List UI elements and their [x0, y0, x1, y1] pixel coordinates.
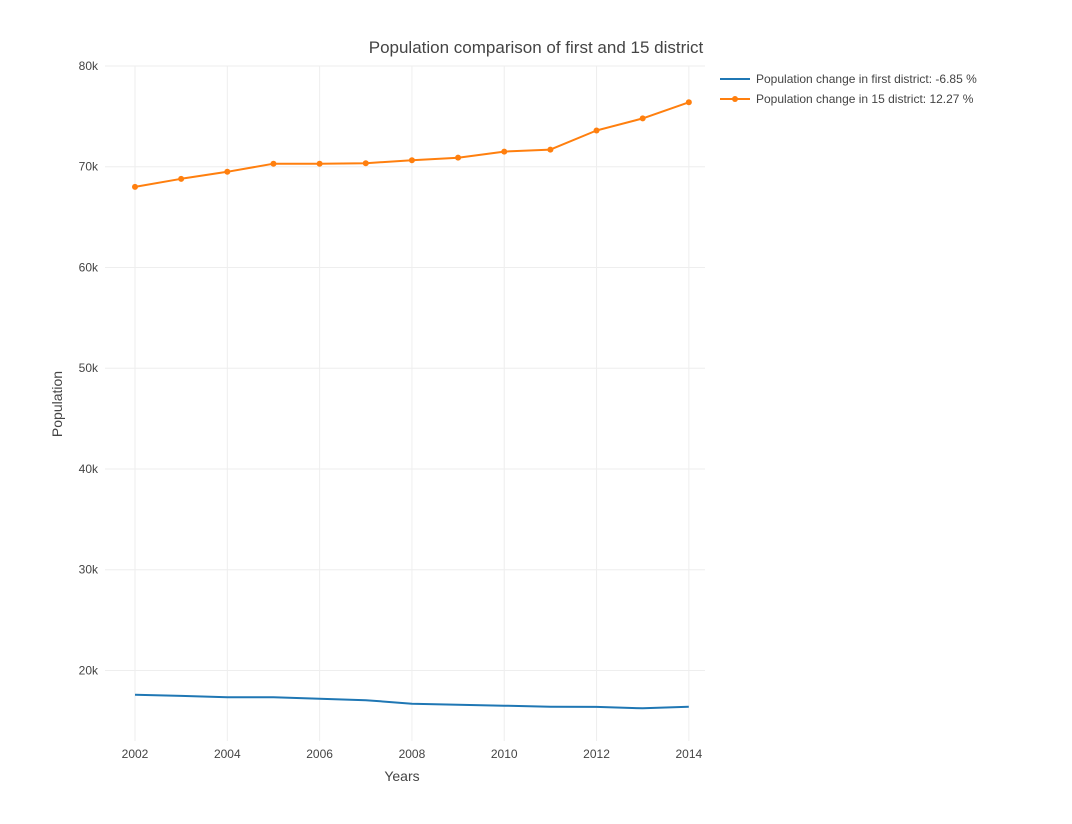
data-point [132, 183, 138, 190]
legend[interactable]: Population change in first district: -6.… [720, 72, 977, 106]
series-line-1 [134, 693, 689, 710]
y-tick-label: 20k [79, 663, 99, 677]
x-axis-title: Years [384, 768, 419, 784]
x-tick-label: 2006 [306, 747, 333, 761]
data-point [178, 175, 185, 182]
data-point [593, 127, 600, 134]
y-tick-label: 70k [79, 160, 99, 174]
gridlines [105, 65, 705, 741]
y-tick-label: 60k [79, 260, 99, 274]
chart-title: Population comparison of first and 15 di… [369, 38, 704, 57]
x-tick-label: 2012 [583, 747, 610, 761]
x-tick-label: 2008 [399, 747, 426, 761]
data-point [362, 160, 369, 167]
legend-item-1[interactable]: Population change in first district: -6.… [720, 72, 977, 86]
x-axis-ticks: 2002 2004 2006 2008 2010 2012 2014 [122, 747, 703, 761]
data-point [547, 146, 554, 153]
legend-marker [732, 96, 738, 102]
x-tick-label: 2004 [214, 747, 241, 761]
y-axis-title: Population [49, 371, 65, 437]
legend-item-2[interactable]: Population change in 15 district: 12.27 … [720, 92, 974, 106]
data-point [270, 160, 277, 167]
x-tick-label: 2002 [122, 747, 149, 761]
data-point [685, 99, 692, 106]
data-point [408, 157, 415, 164]
y-tick-label: 30k [79, 563, 99, 577]
y-tick-label: 40k [79, 462, 99, 476]
data-point [316, 160, 323, 167]
legend-label: Population change in first district: -6.… [756, 72, 977, 86]
data-point [224, 168, 231, 175]
y-tick-label: 80k [79, 59, 99, 73]
y-axis-ticks: 20k 30k 40k 50k 60k 70k 80k [79, 59, 99, 677]
data-point [455, 154, 462, 161]
legend-label: Population change in 15 district: 12.27 … [756, 92, 974, 106]
series-layer [132, 99, 692, 710]
data-point [639, 115, 646, 122]
data-point [501, 148, 508, 155]
x-tick-label: 2010 [491, 747, 518, 761]
x-tick-label: 2014 [675, 747, 702, 761]
y-tick-label: 50k [79, 361, 99, 375]
